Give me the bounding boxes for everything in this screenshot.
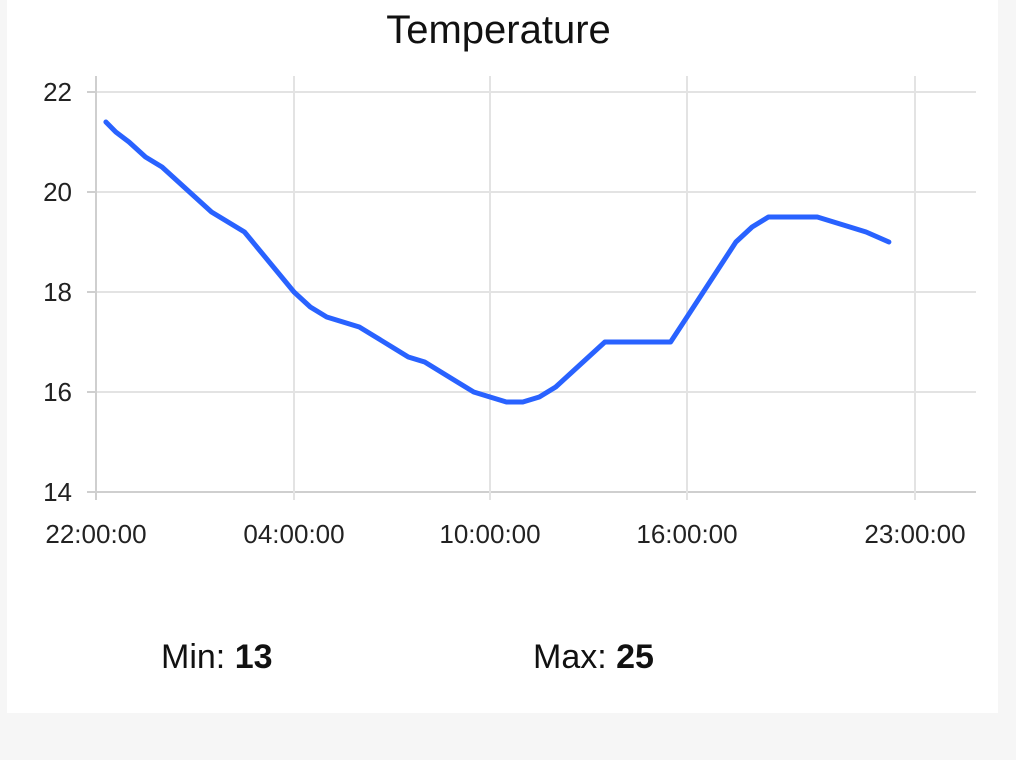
temperature-chart: 14 16 18 20 22 22:00:00 04:00:00 10:00:00 16:00:… — [43, 76, 976, 549]
y-tick-label: 16 — [43, 377, 72, 407]
chart-title: Temperature — [386, 8, 611, 52]
x-tick-label: 04:00:00 — [243, 519, 344, 549]
y-tick-label: 18 — [43, 277, 72, 307]
card-edge — [990, 0, 998, 713]
min-label: Min: — [161, 638, 226, 676]
max-value: 25 — [616, 638, 654, 676]
x-tick-label: 16:00:00 — [636, 519, 737, 549]
min-stat: Min: 13 — [161, 638, 273, 677]
x-tick-label: 22:00:00 — [45, 519, 146, 549]
max-stat: Max: 25 — [533, 638, 654, 677]
x-tick-label: 10:00:00 — [439, 519, 540, 549]
temperature-series-line — [103, 119, 892, 405]
y-tick-label: 22 — [43, 77, 72, 107]
page-edge — [998, 0, 1016, 713]
max-label: Max: — [533, 638, 607, 676]
y-tick-label: 20 — [43, 177, 72, 207]
chart-card: Temperature 14 16 18 20 22 22:00:00 04:00:00 10… — [7, 0, 990, 713]
y-tick-label: 14 — [43, 477, 72, 507]
x-tick-label: 23:00:00 — [864, 519, 965, 549]
min-value: 13 — [234, 638, 273, 676]
